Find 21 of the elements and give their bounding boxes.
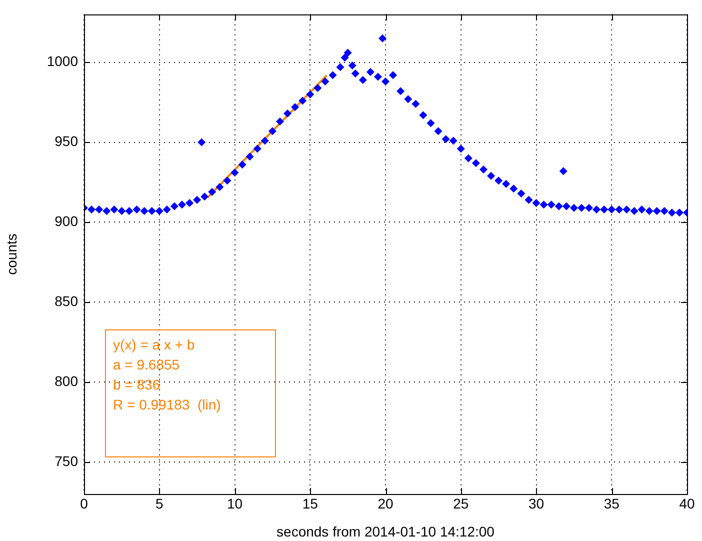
y-tick-label: 800	[54, 372, 78, 389]
annotation: b = 836	[113, 376, 160, 392]
annotation: y(x) = a x + b	[113, 336, 195, 352]
x-tick-label: 10	[226, 495, 243, 512]
y-tick-label: 750	[54, 452, 78, 469]
y-tick-label: 900	[54, 213, 78, 230]
x-tick-label: 15	[302, 495, 318, 512]
x-tick-label: 5	[155, 495, 164, 512]
x-axis-title: seconds from 2014-01-10 14:12:00	[276, 523, 495, 540]
x-tick-label: 30	[528, 495, 544, 512]
y-tick-label: 850	[54, 293, 78, 310]
y-tick-label: 1000	[46, 53, 78, 70]
x-tick-label: 0	[80, 495, 88, 512]
y-axis-title: counts	[3, 234, 20, 275]
y-tick-label: 950	[54, 133, 78, 150]
annotation: a = 9.6855	[113, 356, 180, 372]
x-tick-label: 35	[604, 495, 620, 512]
x-tick-label: 40	[679, 495, 695, 512]
x-tick-label: 20	[378, 495, 394, 512]
annotation: R = 0.99183 (lin)	[113, 396, 221, 412]
x-tick-label: 25	[453, 495, 469, 512]
